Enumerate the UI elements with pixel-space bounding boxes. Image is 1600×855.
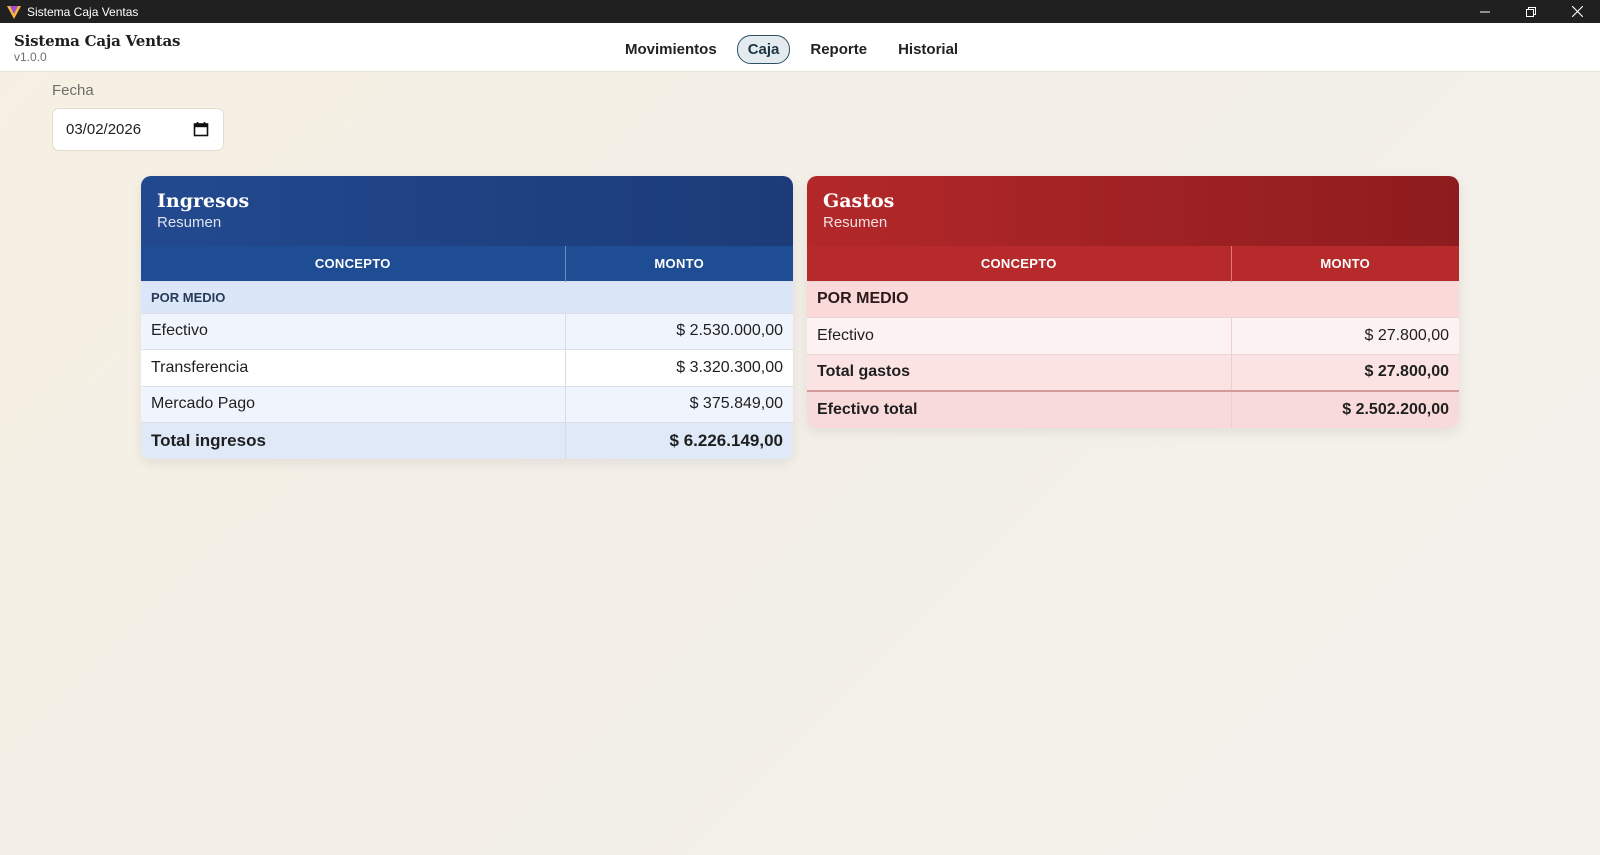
nav-movimientos[interactable]: Movimientos [625,41,717,58]
window-titlebar: Sistema Caja Ventas [0,0,1600,23]
col-header-monto: MONTO [1231,246,1459,281]
app-header: Sistema Caja Ventas v1.0.0 Movimientos C… [0,23,1600,72]
table-row: Efectivo $ 27.800,00 [807,316,1459,354]
ingresos-card-header: Ingresos Resumen [141,176,793,246]
gastos-card: Gastos Resumen CONCEPTO MONTO POR MEDIO … [807,176,1459,428]
section-label: POR MEDIO [807,280,1459,317]
nav-caja[interactable]: Caja [736,35,791,64]
row-concepto: Efectivo [141,312,565,349]
ingresos-card: Ingresos Resumen CONCEPTO MONTO POR MEDI… [141,176,793,459]
brand-version: v1.0.0 [14,50,47,64]
total-ingresos-value: $ 6.226.149,00 [564,421,793,459]
col-header-monto: MONTO [565,246,793,281]
app-logo-icon [4,0,24,23]
efectivo-total-label: Efectivo total [807,390,1231,428]
main-nav: Movimientos Caja Reporte Historial [614,35,978,64]
row-monto: $ 27.800,00 [1230,316,1459,354]
ingresos-subtitle: Resumen [157,214,222,231]
calendar-icon[interactable] [193,121,209,141]
total-row: Total ingresos $ 6.226.149,00 [141,421,793,459]
row-concepto: Efectivo [807,316,1231,354]
row-concepto: Mercado Pago [141,385,565,422]
row-concepto: Transferencia [141,348,565,386]
total-gastos-value: $ 27.800,00 [1230,353,1459,391]
row-monto: $ 3.320.300,00 [564,348,793,386]
fecha-label: Fecha [52,82,94,99]
row-monto: $ 2.530.000,00 [564,312,793,349]
brand-name: Sistema Caja Ventas [14,32,181,50]
table-row: Efectivo $ 2.530.000,00 [141,312,793,349]
row-monto: $ 375.849,00 [564,385,793,422]
total-row: Total gastos $ 27.800,00 [807,353,1459,391]
gastos-card-header: Gastos Resumen [807,176,1459,246]
nav-historial[interactable]: Historial [898,41,959,58]
col-header-concepto: CONCEPTO [141,246,566,281]
brand: Sistema Caja Ventas v1.0.0 [14,32,180,64]
ingresos-table: CONCEPTO MONTO POR MEDIO Efectivo $ 2.53… [141,246,793,459]
efectivo-total-row: Efectivo total $ 2.502.200,00 [807,390,1459,428]
gastos-title: Gastos [823,190,895,212]
close-icon[interactable] [1554,0,1600,23]
fecha-date-input[interactable]: 03/02/2026 [52,108,224,151]
minimize-icon[interactable] [1462,0,1508,23]
table-row: Transferencia $ 3.320.300,00 [141,348,793,386]
window-title: Sistema Caja Ventas [27,4,139,19]
total-ingresos-label: Total ingresos [141,421,565,459]
gastos-table: CONCEPTO MONTO POR MEDIO Efectivo $ 27.8… [807,246,1459,428]
section-row: POR MEDIO [807,280,1459,317]
section-label: POR MEDIO [141,280,793,313]
section-row: POR MEDIO [141,280,793,313]
ingresos-title: Ingresos [157,190,250,212]
nav-reporte[interactable]: Reporte [810,41,868,58]
window-controls [1462,0,1600,23]
col-header-concepto: CONCEPTO [807,246,1232,281]
gastos-subtitle: Resumen [823,214,888,231]
restore-icon[interactable] [1508,0,1554,23]
efectivo-total-value: $ 2.502.200,00 [1230,390,1459,428]
table-row: Mercado Pago $ 375.849,00 [141,385,793,422]
total-gastos-label: Total gastos [807,353,1231,391]
fecha-value: 03/02/2026 [66,121,142,138]
